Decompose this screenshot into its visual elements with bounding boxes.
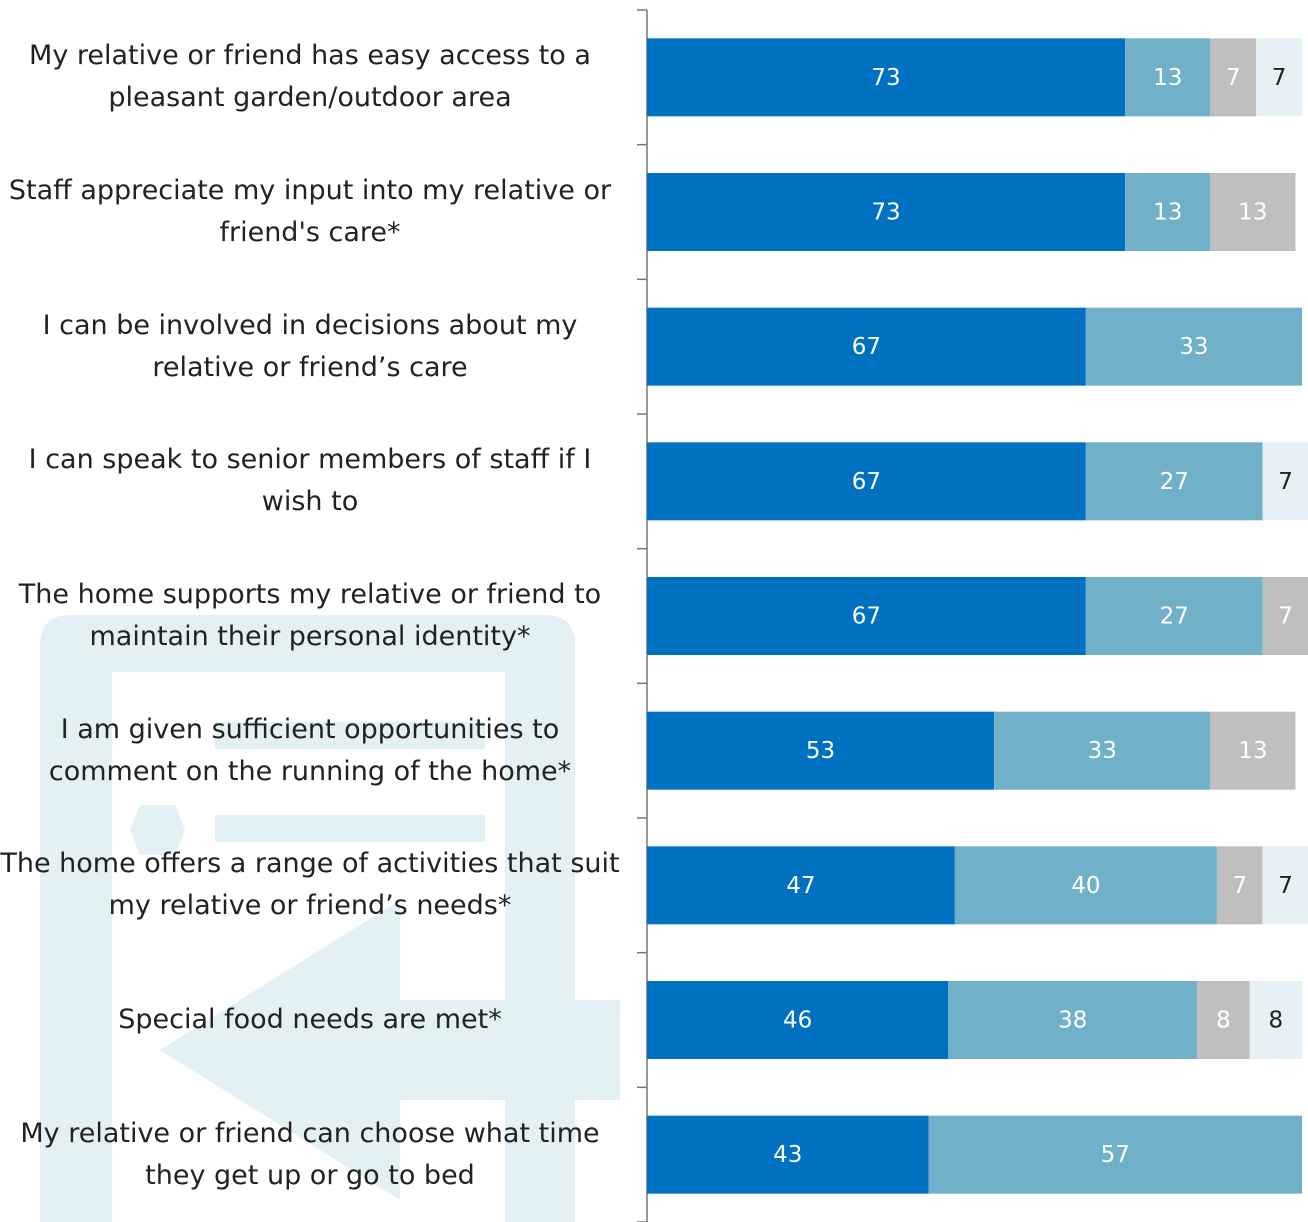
value-label: 33	[1088, 738, 1117, 764]
bar-segment	[928, 1115, 1302, 1194]
bar-segment	[1210, 711, 1296, 790]
bar-segment	[1216, 846, 1263, 925]
category-label: Staff appreciate my input into my relati…	[8, 175, 612, 248]
bar-segment	[647, 173, 1126, 251]
bar-segment	[647, 442, 1086, 521]
bar-segment	[647, 981, 949, 1059]
bar-segment	[1197, 981, 1250, 1059]
bar-segment	[647, 711, 995, 790]
value-label: 47	[786, 873, 815, 899]
value-label: 13	[1153, 65, 1182, 91]
value-label: 7	[1278, 469, 1293, 495]
bar-segment	[647, 38, 1126, 117]
value-label: 67	[852, 334, 881, 360]
bar-segment	[1256, 38, 1302, 117]
bar-segment	[948, 981, 1198, 1059]
bar-segment	[1210, 38, 1257, 117]
value-label: 8	[1216, 1008, 1231, 1034]
value-label: 57	[1101, 1142, 1130, 1168]
value-label: 7	[1272, 65, 1287, 91]
value-label: 73	[871, 200, 900, 226]
bar-segment	[1210, 173, 1296, 251]
bar-segment	[1262, 442, 1308, 521]
value-label: 7	[1278, 873, 1293, 899]
category-label: My relative or friend has easy access to…	[29, 40, 591, 114]
value-label: 38	[1058, 1008, 1087, 1034]
value-label: 13	[1238, 200, 1267, 226]
bar-segment	[994, 711, 1211, 790]
bar-segment	[1125, 173, 1211, 251]
category-label: I am given sufficient opportunities to c…	[48, 713, 572, 787]
bar-segment	[1262, 846, 1308, 925]
value-label: 73	[871, 65, 900, 91]
bar-segment	[647, 846, 955, 925]
bar-segment	[1249, 981, 1302, 1059]
category-label: The home supports my relative or friend …	[18, 579, 602, 652]
value-label: 43	[773, 1142, 802, 1168]
value-label: 67	[852, 604, 881, 630]
value-label: 53	[806, 738, 835, 764]
value-label: 7	[1232, 873, 1247, 899]
value-label: 40	[1071, 873, 1100, 899]
category-label: I can be involved in decisions about my …	[42, 309, 578, 383]
bar-segment	[647, 307, 1086, 386]
value-label: 27	[1160, 469, 1189, 495]
value-label: 67	[852, 469, 881, 495]
value-label: 13	[1153, 200, 1182, 226]
bar-segment	[647, 1115, 929, 1194]
category-label: I can speak to senior members of staff i…	[28, 444, 592, 518]
category-label: Special food needs are met*	[118, 1004, 502, 1035]
watermark	[40, 615, 620, 1222]
bar-segment	[1262, 577, 1308, 655]
bar-segment	[1085, 442, 1263, 521]
category-label: My relative or friend can choose what ti…	[20, 1117, 600, 1191]
bar-segment	[1085, 307, 1302, 386]
value-label: 46	[783, 1008, 812, 1034]
value-label: 13	[1238, 738, 1267, 764]
bar-segment	[954, 846, 1217, 925]
category-label: The home offers a range of activities th…	[0, 848, 620, 922]
bar-segment	[1125, 38, 1211, 117]
bar-segment	[1085, 577, 1263, 655]
bar-segment	[647, 577, 1086, 655]
value-label: 33	[1179, 334, 1208, 360]
value-label: 8	[1268, 1008, 1283, 1034]
value-label: 7	[1278, 604, 1293, 630]
value-label: 7	[1226, 65, 1241, 91]
value-label: 27	[1160, 604, 1189, 630]
